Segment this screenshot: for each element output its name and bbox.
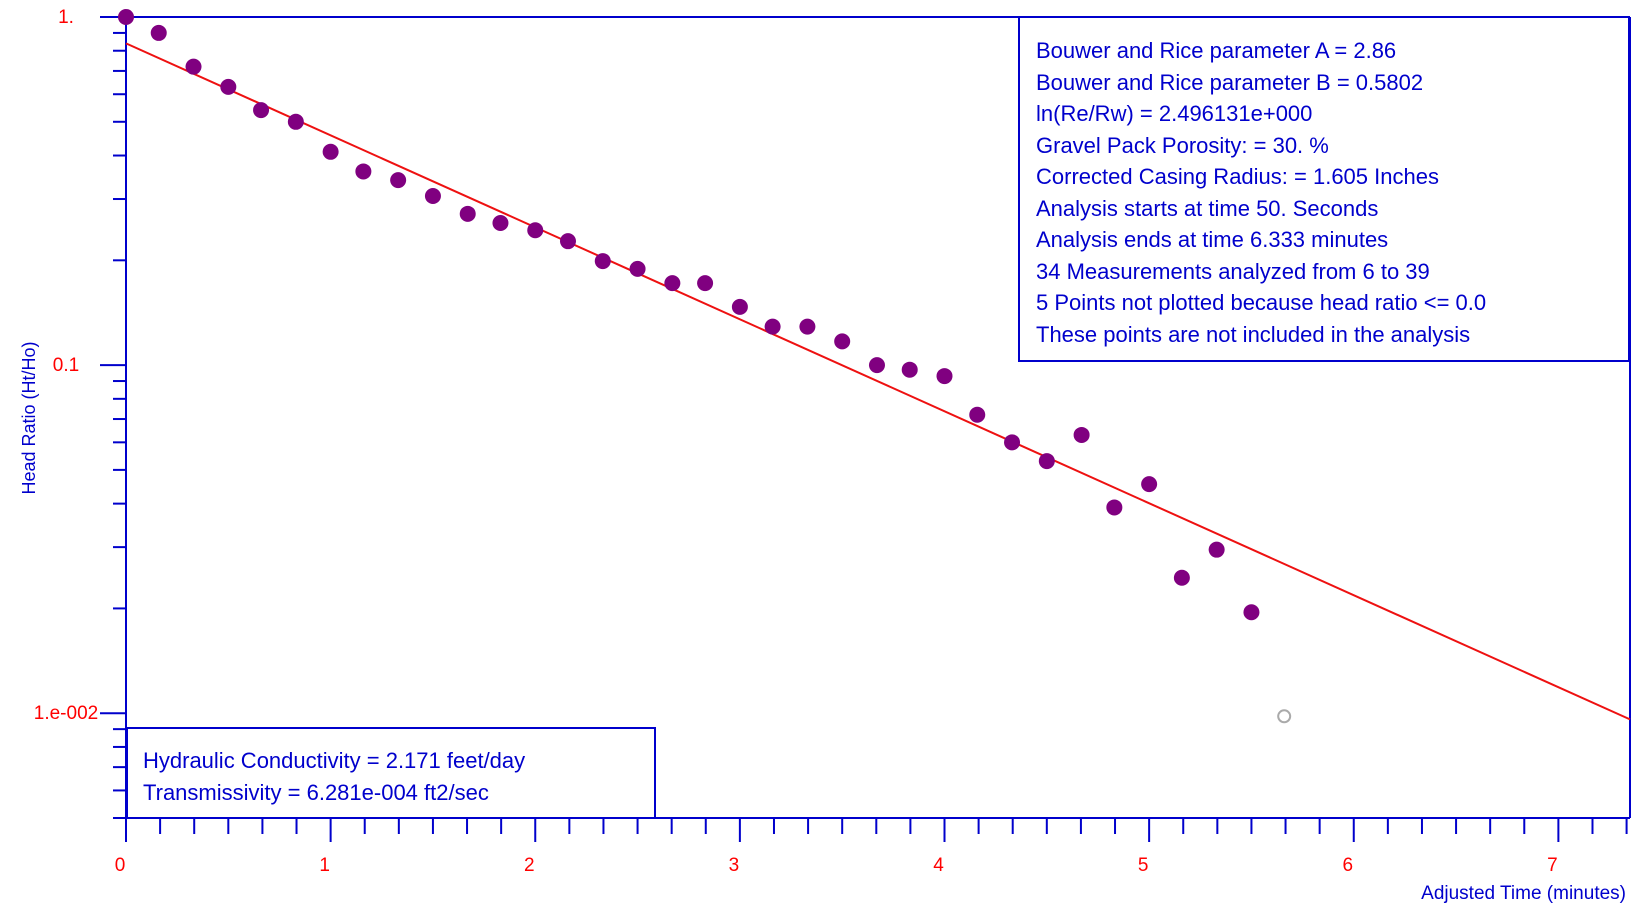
data-point (629, 260, 646, 277)
data-point (559, 233, 576, 250)
parameter-line: Corrected Casing Radius: = 1.605 Inches (1036, 164, 1439, 189)
data-point (664, 275, 681, 292)
parameter-line: Analysis ends at time 6.333 minutes (1036, 227, 1389, 252)
data-points (118, 9, 1292, 724)
data-point (1208, 541, 1225, 558)
parameter-line: Bouwer and Rice parameter B = 0.5802 (1036, 69, 1424, 95)
data-point (1173, 569, 1190, 586)
x-tick-label: 7 (1547, 855, 1558, 876)
results-box: Hydraulic Conductivity = 2.171 feet/day T… (126, 727, 656, 819)
x-tick-label: 4 (933, 855, 944, 876)
x-tick-labels: 0 1 2 3 4 5 6 7 (115, 855, 1558, 876)
parameter-line: ln(Re/Rw) = 2.496131e+000 (1036, 101, 1313, 126)
data-point (185, 58, 202, 75)
data-point (936, 368, 953, 385)
x-tick-label: 6 (1342, 855, 1353, 876)
y-tick-labels: 1.e-002 0.1 1. (34, 7, 98, 724)
x-tick-label: 2 (524, 855, 535, 876)
data-point (492, 214, 509, 231)
parameters-box: Bouwer and Rice parameter A = 2.86 Bouwer… (1018, 16, 1630, 362)
data-point (424, 188, 441, 205)
data-point (322, 143, 339, 160)
x-tick-label: 0 (115, 855, 126, 876)
parameter-line: 34 Measurements analyzed from 6 to 39 (1036, 258, 1430, 284)
parameter-line: Analysis starts at time 50. Seconds (1036, 195, 1379, 221)
data-point (901, 361, 918, 378)
parameter-line: Bouwer and Rice parameter A = 2.86 (1036, 38, 1397, 63)
data-point (355, 163, 372, 180)
x-tick-label: 1 (319, 855, 330, 876)
data-point (287, 113, 304, 130)
parameter-line: These points are not included in the ana… (1036, 321, 1471, 347)
data-point (834, 333, 851, 350)
x-tick-label: 3 (729, 855, 740, 876)
data-point (594, 253, 611, 270)
y-tick-marks (100, 16, 126, 819)
data-point (459, 205, 476, 222)
x-tick-marks (125, 818, 1628, 842)
data-point (1243, 604, 1260, 621)
regression-fit-line (125, 42, 1631, 721)
data-point (1038, 453, 1055, 470)
data-point (969, 406, 986, 423)
y-tick-label: 1.e-002 (34, 703, 98, 724)
data-point (118, 9, 134, 25)
data-point (764, 318, 781, 335)
parameter-line: 5 Points not plotted because head ratio … (1036, 290, 1487, 315)
y-axis-label: Head Ratio (Ht/Ho) (19, 341, 39, 494)
data-point (1141, 476, 1158, 493)
result-line: Hydraulic Conductivity = 2.171 feet/day (143, 748, 526, 773)
data-point (390, 172, 407, 189)
data-point (799, 318, 816, 335)
excluded-data-point (1277, 709, 1292, 724)
data-point (1004, 434, 1021, 451)
data-point (253, 102, 270, 119)
data-point (731, 298, 748, 315)
x-axis-label: Adjusted Time (minutes) (1421, 883, 1626, 904)
data-point (150, 24, 167, 41)
x-tick-label: 5 (1138, 855, 1149, 876)
data-point (1106, 499, 1123, 516)
data-point (697, 275, 714, 292)
data-point (220, 78, 237, 95)
y-tick-label: 0.1 (53, 355, 79, 376)
data-point (527, 222, 544, 239)
data-point (868, 357, 885, 374)
data-point (1073, 426, 1090, 443)
parameter-line: Gravel Pack Porosity: = 30. % (1036, 132, 1329, 158)
y-tick-label: 1. (58, 7, 74, 28)
result-line: Transmissivity = 6.281e-004 ft2/sec (143, 779, 489, 805)
